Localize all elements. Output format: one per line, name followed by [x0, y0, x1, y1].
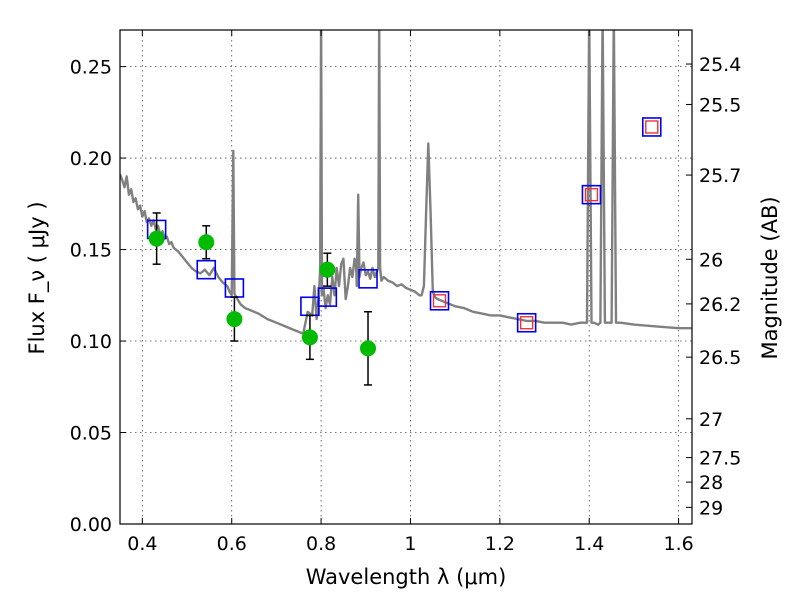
right-tick-label: 28 [699, 472, 723, 494]
right-tick-label: 29 [699, 497, 723, 519]
right-tick-label: 26 [699, 249, 723, 271]
y-tick-label: 0.10 [70, 331, 112, 353]
observed-point [148, 230, 165, 247]
x-tick-label: 0.6 [217, 533, 247, 555]
model-sed-line [120, 30, 692, 335]
observed-point [226, 311, 243, 328]
axis-ticks: 0.4 0.6 0.8 1 1.2 1.4 1.6 0.00 0.05 0.10 0.15 0.20 0… [70, 30, 741, 555]
plot-area [120, 30, 692, 386]
right-tick-label: 25.4 [699, 54, 741, 76]
model-band-inner-square [519, 316, 534, 330]
y-tick-label: 0.20 [70, 148, 112, 170]
right-tick-label: 25.7 [699, 165, 741, 187]
model-band-inner-square [645, 120, 659, 134]
x-tick-label: 1 [404, 533, 416, 555]
observed-point [360, 340, 377, 357]
model-band-square [196, 259, 217, 280]
y-tick-label: 0.25 [70, 57, 112, 79]
right-tick-label: 26.2 [699, 294, 741, 316]
observed-point [319, 261, 336, 278]
model-band-square [516, 312, 537, 333]
x-tick-label: 0.4 [127, 533, 157, 555]
model-band-square [581, 184, 602, 205]
model-band-square [358, 269, 378, 289]
observed-point [198, 234, 215, 251]
model-band-inner-square [584, 187, 599, 202]
x-tick-label: 1.2 [485, 533, 515, 555]
grid [120, 30, 692, 525]
x-tick-label: 1.4 [574, 533, 604, 555]
model-band-square [641, 117, 662, 137]
right-axis-label: Magnitude (AB) [758, 196, 782, 359]
model-band-square [429, 290, 450, 311]
right-tick-label: 27 [699, 409, 723, 431]
right-tick-label: 25.5 [699, 94, 741, 116]
right-tick-label: 26.5 [699, 347, 741, 369]
y-tick-label: 0.05 [70, 423, 112, 445]
x-tick-label: 0.8 [306, 533, 336, 555]
x-tick-label: 1.6 [663, 533, 693, 555]
y-tick-label: 0.00 [70, 514, 112, 536]
y-axis-label: Flux F_ν ( μJy ) [25, 201, 50, 354]
x-axis-label: Wavelength λ (μm) [306, 565, 507, 589]
plot-frame [119, 29, 693, 525]
y-tick-label: 0.15 [70, 240, 112, 262]
right-tick-label: 27.5 [699, 448, 741, 470]
model-band-inner-square [432, 294, 447, 308]
observed-point [301, 329, 318, 346]
model-band-square [317, 287, 338, 307]
